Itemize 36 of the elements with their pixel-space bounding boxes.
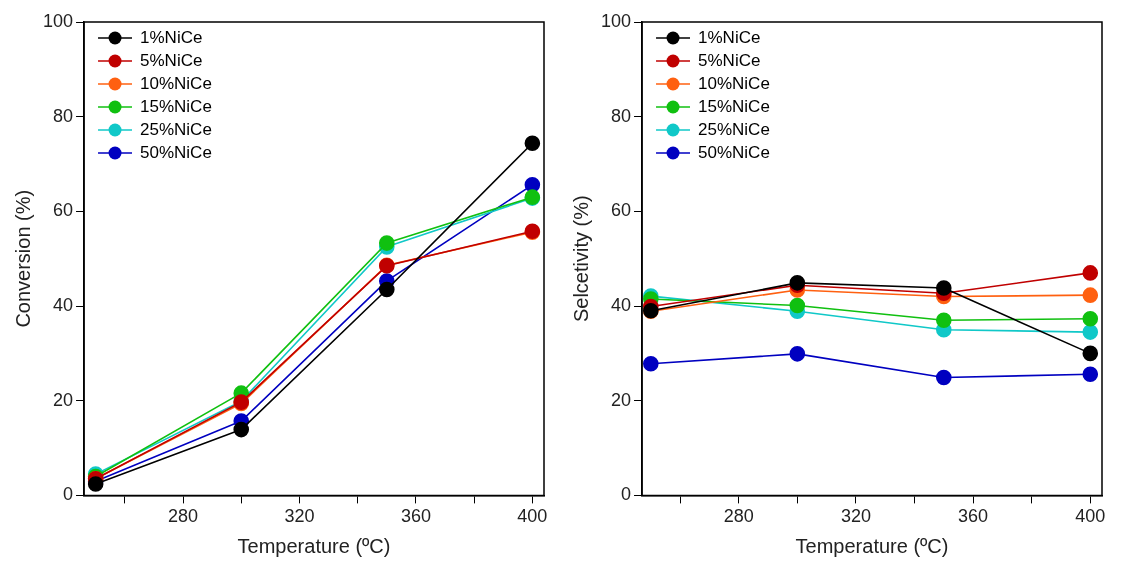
y-tick-label: 20 <box>53 389 74 410</box>
legend-label: 15%NiCe <box>140 96 212 116</box>
y-tick-label: 100 <box>42 10 74 31</box>
y-tick-label: 0 <box>621 484 632 505</box>
x-tick-label: 320 <box>840 506 871 527</box>
y-tick-label: 100 <box>600 10 632 31</box>
legend-label: 50%NiCe <box>140 142 212 162</box>
legend-label: 25%NiCe <box>140 119 212 139</box>
legend-label: 50%NiCe <box>698 142 770 162</box>
x-tick-label: 280 <box>723 506 754 527</box>
legend-label: 10%NiCe <box>698 73 770 93</box>
y-tick-label: 40 <box>53 295 74 316</box>
x-tick-label: 400 <box>517 506 548 527</box>
legend-label: 5%NiCe <box>698 50 761 70</box>
y-tick-label: 20 <box>611 389 632 410</box>
x-tick-label: 280 <box>167 506 199 527</box>
x-tick-label: 400 <box>1075 506 1106 527</box>
x-tick-label: 320 <box>284 506 315 527</box>
legend-label: 1%NiCe <box>698 27 761 47</box>
legend-label: 15%NiCe <box>698 96 770 116</box>
legend-label: 10%NiCe <box>140 73 212 93</box>
legend-label: 25%NiCe <box>698 119 770 139</box>
y-tick-label: 60 <box>611 200 632 221</box>
y-tick-label: 80 <box>53 105 74 126</box>
x-tick-label: 360 <box>958 506 989 527</box>
y-axis-title: Conversion (%) <box>11 189 34 328</box>
y-tick-label: 40 <box>611 295 632 316</box>
y-tick-label: 60 <box>53 200 74 221</box>
x-tick-label: 360 <box>400 506 431 527</box>
legend-label: 5%NiCe <box>140 50 203 70</box>
legend-label: 1%NiCe <box>140 27 203 47</box>
x-axis-title: Temperature (ºC) <box>237 534 391 557</box>
y-tick-label: 80 <box>611 105 632 126</box>
y-axis-title: Selcetivity (%) <box>569 195 592 323</box>
y-tick-label: 0 <box>63 484 74 505</box>
x-axis-title: Temperature (ºC) <box>795 534 949 557</box>
